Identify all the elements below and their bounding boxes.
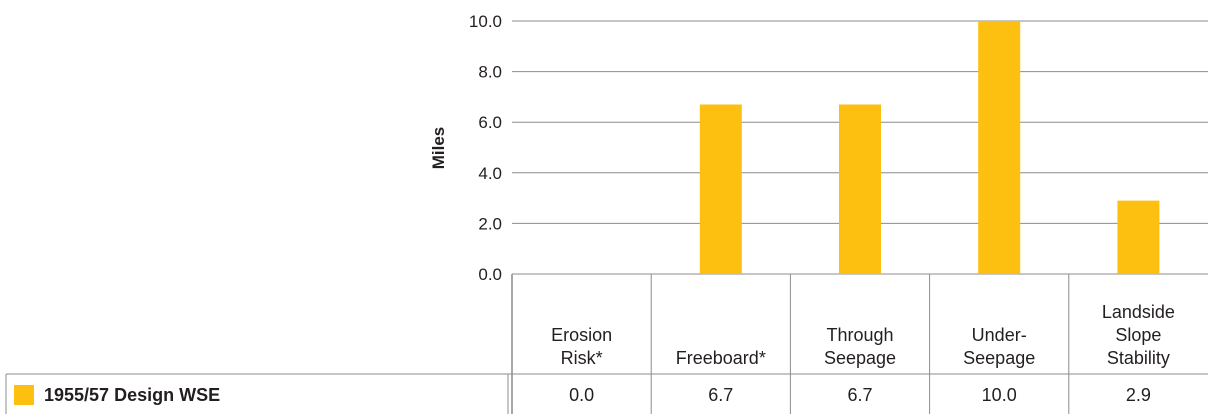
category-label: Stability bbox=[1107, 348, 1170, 368]
category-label: Under- bbox=[972, 325, 1027, 345]
y-axis-label: Miles bbox=[429, 127, 448, 170]
bar bbox=[1117, 200, 1160, 274]
y-tick-label: 6.0 bbox=[478, 113, 502, 132]
value-label: 2.9 bbox=[1126, 385, 1151, 405]
y-tick-label: 2.0 bbox=[478, 214, 502, 233]
y-tick-label: 4.0 bbox=[478, 164, 502, 183]
category-label: Through bbox=[826, 325, 893, 345]
bar bbox=[839, 104, 881, 275]
bars bbox=[699, 21, 1160, 275]
category-label: Seepage bbox=[963, 348, 1035, 368]
bar bbox=[699, 104, 742, 275]
bar bbox=[978, 21, 1021, 274]
category-label: Slope bbox=[1115, 325, 1161, 345]
legend-label: 1955/57 Design WSE bbox=[44, 385, 220, 405]
category-label: Seepage bbox=[824, 348, 896, 368]
category-label: Risk* bbox=[561, 348, 603, 368]
y-tick-label: 0.0 bbox=[478, 265, 502, 284]
category-label: Landside bbox=[1102, 302, 1175, 322]
y-tick-label: 10.0 bbox=[469, 12, 502, 31]
y-tick-labels: 0.0 2.0 4.0 6.0 8.0 10.0 bbox=[469, 12, 502, 284]
y-tick-label: 8.0 bbox=[478, 63, 502, 82]
legend-swatch bbox=[14, 385, 34, 405]
category-label: Erosion bbox=[551, 325, 612, 345]
legend: 1955/57 Design WSE bbox=[14, 385, 220, 405]
value-label: 6.7 bbox=[708, 385, 733, 405]
value-label: 0.0 bbox=[569, 385, 594, 405]
value-label: 10.0 bbox=[982, 385, 1017, 405]
category-label: Freeboard* bbox=[676, 348, 766, 368]
data-table: Erosion Risk* Freeboard* Through Seepage Unde… bbox=[5, 274, 1208, 414]
value-label: 6.7 bbox=[847, 385, 872, 405]
